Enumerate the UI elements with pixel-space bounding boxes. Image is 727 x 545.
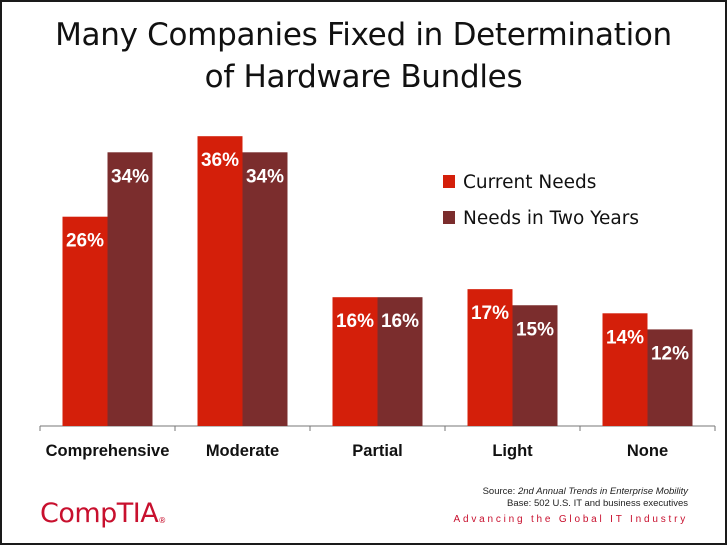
chart-title-line-1: Many Companies Fixed in Determination xyxy=(55,17,672,53)
source-line: Source: 2nd Annual Trends in Enterprise … xyxy=(483,486,688,498)
chart-title-line-2: of Hardware Bundles xyxy=(204,59,523,95)
category-label: Moderate xyxy=(206,442,279,460)
logo-registered-mark: ® xyxy=(158,516,166,525)
comptia-logo: CompTIA® xyxy=(40,498,166,529)
logo-text: CompTIA xyxy=(40,498,159,529)
legend-swatch xyxy=(443,175,455,188)
data-label: 12% xyxy=(651,343,689,364)
bar-chart: 26% 34% Comprehensive 36% 34% Moderate 16% 16% P… xyxy=(39,136,716,460)
legend-swatch xyxy=(443,211,455,224)
data-label: 34% xyxy=(111,166,149,187)
bar-two-years-none xyxy=(647,329,693,426)
data-label: 16% xyxy=(336,311,374,332)
bar-two-years-comprehensive xyxy=(107,152,153,427)
bar-current-moderate xyxy=(197,136,243,426)
data-label: 17% xyxy=(471,303,509,324)
category-label: None xyxy=(627,442,668,460)
chart-title: Many Companies Fixed in Determination of… xyxy=(2,14,725,98)
legend-label: Current Needs xyxy=(463,172,596,193)
data-label: 36% xyxy=(201,150,239,171)
bar-current-none xyxy=(602,313,648,426)
bar-current-light xyxy=(467,289,513,426)
data-label: 26% xyxy=(66,231,104,252)
bar-two-years-light xyxy=(512,305,558,426)
source-note: Source: 2nd Annual Trends in Enterprise … xyxy=(483,486,688,510)
bar-current-comprehensive xyxy=(62,216,108,426)
data-label: 15% xyxy=(516,319,554,340)
source-title: 2nd Annual Trends in Enterprise Mobility xyxy=(517,486,688,497)
category-label: Comprehensive xyxy=(46,442,170,460)
data-label: 14% xyxy=(606,327,644,348)
category-label: Light xyxy=(492,442,533,460)
source-prefix: Source: xyxy=(482,486,518,497)
data-label: 34% xyxy=(246,166,284,187)
source-base: Base: 502 U.S. IT and business executive… xyxy=(507,498,688,509)
bar-two-years-partial xyxy=(377,297,423,426)
data-label: 16% xyxy=(381,311,419,332)
legend-label: Needs in Two Years xyxy=(463,208,639,229)
category-label: Partial xyxy=(352,442,402,460)
bar-two-years-moderate xyxy=(242,152,288,427)
tagline: Advancing the Global IT Industry xyxy=(453,514,688,525)
bar-current-partial xyxy=(332,297,378,426)
